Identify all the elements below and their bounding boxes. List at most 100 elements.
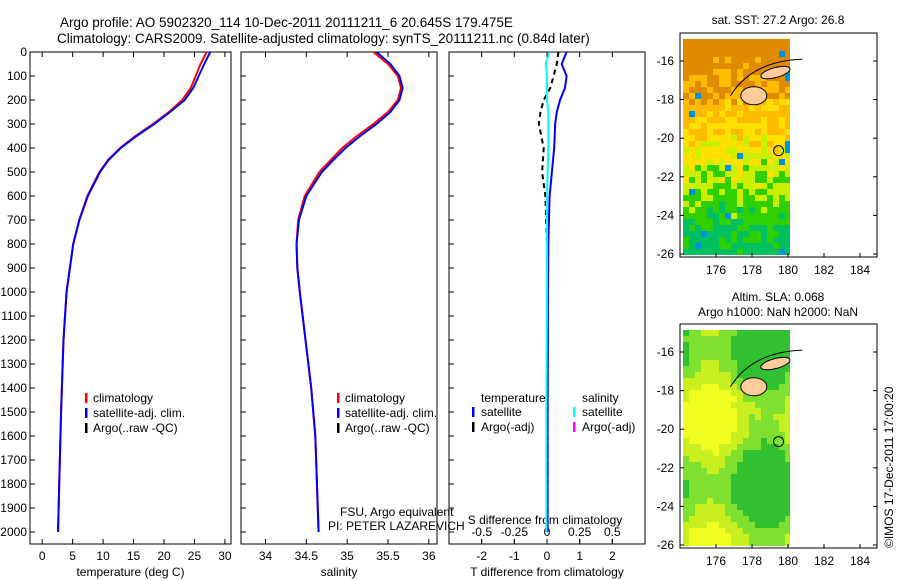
map-cell: [695, 129, 701, 135]
map-cell: [683, 93, 689, 99]
map-cell: [779, 480, 785, 486]
map-cell: [719, 330, 725, 336]
map-cell: [737, 135, 743, 141]
map-cell: [719, 207, 725, 213]
map-cell: [713, 63, 719, 69]
map-cell: [713, 99, 719, 105]
map-cell: [707, 135, 713, 141]
map-cell: [785, 75, 791, 81]
map-cell: [773, 510, 779, 516]
map-cell: [767, 99, 773, 105]
map-cell: [779, 522, 785, 528]
map-cell: [683, 147, 689, 153]
map-cell: [695, 426, 701, 432]
map-cell: [719, 75, 725, 81]
map-cell: [737, 534, 743, 540]
map-cell: [701, 444, 707, 450]
map-cell: [695, 75, 701, 81]
map-cell: [731, 498, 737, 504]
lat-tick-label: -16: [657, 345, 675, 359]
map-cell: [725, 378, 731, 384]
map-cell: [749, 510, 755, 516]
legend-swatch: [85, 408, 88, 418]
map-cell: [725, 336, 731, 342]
legend-swatch: [472, 422, 475, 432]
map-cell: [683, 384, 689, 390]
map-cell: [755, 63, 761, 69]
map-cell: [773, 237, 779, 243]
map-cell: [689, 111, 695, 117]
map-cell: [701, 135, 707, 141]
map-cell: [767, 390, 773, 396]
map-cell: [749, 123, 755, 129]
map-cell: [719, 39, 725, 45]
map-cell: [719, 195, 725, 201]
map-cell: [761, 207, 767, 213]
map-cell: [749, 402, 755, 408]
map-cell: [707, 390, 713, 396]
map-cell: [785, 540, 791, 546]
map-cell: [743, 165, 749, 171]
map-cell: [713, 372, 719, 378]
map-cell: [719, 468, 725, 474]
map-cell: [785, 177, 791, 183]
legend-swatch: [337, 423, 340, 433]
map-cell: [779, 336, 785, 342]
map-cell: [725, 360, 731, 366]
map-cell: [707, 468, 713, 474]
map-cell: [749, 195, 755, 201]
map-cell: [773, 135, 779, 141]
map-cell: [749, 201, 755, 207]
map-cell: [761, 57, 767, 63]
map-cell: [743, 147, 749, 153]
map-cell: [683, 528, 689, 534]
map-cell: [683, 516, 689, 522]
map-cell: [695, 39, 701, 45]
map-cell: [731, 75, 737, 81]
map-cell: [761, 522, 767, 528]
map-cell: [755, 432, 761, 438]
map-cell: [725, 237, 731, 243]
map-cell: [689, 87, 695, 93]
map-cell: [707, 516, 713, 522]
map-cell: [785, 189, 791, 195]
map-cell: [719, 342, 725, 348]
map-cell: [755, 468, 761, 474]
map-cell: [767, 480, 773, 486]
map-cell: [761, 348, 767, 354]
map-cell: [773, 384, 779, 390]
map-cell: [767, 225, 773, 231]
map-cell: [779, 390, 785, 396]
map-cell: [761, 528, 767, 534]
map-cell: [737, 408, 743, 414]
map-cell: [773, 444, 779, 450]
map-cell: [689, 153, 695, 159]
map-cell: [743, 45, 749, 51]
map-cell: [731, 51, 737, 57]
map-cell: [755, 522, 761, 528]
map-cell: [737, 390, 743, 396]
map-cell: [689, 51, 695, 57]
map-cell: [779, 141, 785, 147]
map-cell: [743, 171, 749, 177]
map-cell: [701, 522, 707, 528]
map-cell: [761, 123, 767, 129]
map-cell: [719, 366, 725, 372]
map-cell: [761, 516, 767, 522]
map-cell: [785, 498, 791, 504]
map-cell: [719, 201, 725, 207]
map-cell: [689, 372, 695, 378]
map-cell: [713, 45, 719, 51]
map-cell: [761, 165, 767, 171]
map-cell: [701, 45, 707, 51]
map-cell: [737, 189, 743, 195]
map-cell: [683, 348, 689, 354]
map-cell: [725, 468, 731, 474]
map-cell: [731, 516, 737, 522]
map-cell: [695, 450, 701, 456]
map-cell: [755, 366, 761, 372]
map-cell: [725, 51, 731, 57]
map-cell: [689, 456, 695, 462]
map-cell: [701, 408, 707, 414]
map-cell: [707, 402, 713, 408]
